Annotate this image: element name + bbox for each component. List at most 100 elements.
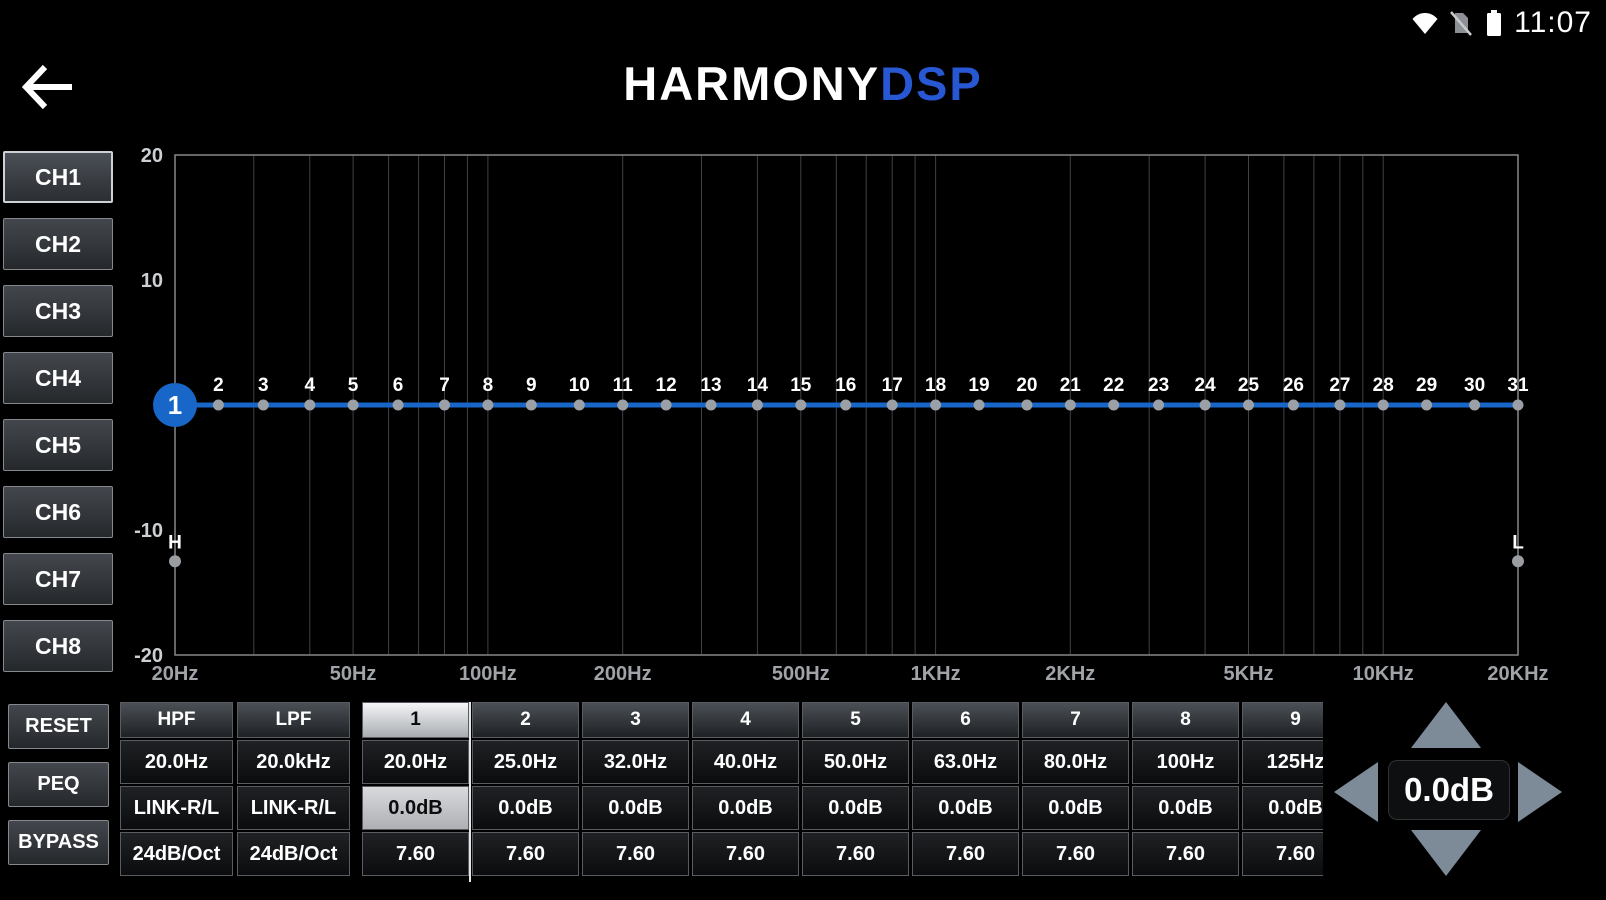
hpf-header[interactable]: HPF [120,702,233,738]
band-frequency-cell[interactable]: 100Hz [1132,740,1239,784]
band-number-cell[interactable]: 5 [802,702,909,738]
band-number-cell[interactable]: 3 [582,702,689,738]
band-frequency-cell[interactable]: 25.0Hz [472,740,579,784]
lpf-frequency-cell[interactable]: 20.0kHz [237,740,350,784]
back-button[interactable] [18,62,78,114]
eq-band-handle[interactable] [573,399,585,411]
eq-band-handle[interactable] [1153,399,1165,411]
eq-band-handle[interactable] [1334,399,1346,411]
band-q-cell[interactable]: 7.60 [692,832,799,876]
eq-band-handle[interactable] [212,399,224,411]
eq-band-handle[interactable] [304,399,316,411]
lpf-slope-cell[interactable]: 24dB/Oct [237,832,350,876]
band-gain-cell[interactable]: 0.0dB [1242,786,1323,830]
band-q-cell[interactable]: 7.60 [1022,832,1129,876]
eq-band-handle[interactable] [660,399,672,411]
band-frequency-cell[interactable]: 20.0Hz [362,740,469,784]
gain-left-arrow[interactable] [1334,762,1378,822]
band-frequency-cell[interactable]: 32.0Hz [582,740,689,784]
hpf-frequency-cell[interactable]: 20.0Hz [120,740,233,784]
band-q-cell[interactable]: 7.60 [802,832,909,876]
eq-band-handle[interactable] [1064,399,1076,411]
eq-band-handle[interactable] [1421,399,1433,411]
band-gain-cell[interactable]: 0.0dB [362,786,469,830]
band-number-cell[interactable]: 4 [692,702,799,738]
channel-button-ch7[interactable]: CH7 [3,553,113,605]
eq-band-handle[interactable] [930,399,942,411]
band-q-cell[interactable]: 7.60 [1242,832,1323,876]
x-axis-label: 1KHz [911,663,961,685]
band-frequency-cell[interactable]: 80.0Hz [1022,740,1129,784]
eq-band-handle[interactable] [482,399,494,411]
band-q-cell[interactable]: 7.60 [1132,832,1239,876]
band-frequency-cell[interactable]: 125Hz [1242,740,1323,784]
eq-band-handle[interactable] [392,399,404,411]
band-gain-cell[interactable]: 0.0dB [802,786,909,830]
band-number-cell[interactable]: 8 [1132,702,1239,738]
channel-button-ch5[interactable]: CH5 [3,419,113,471]
eq-band-handle[interactable] [1243,399,1254,411]
peq-button[interactable]: PEQ [8,762,109,807]
band-gain-cell[interactable]: 0.0dB [582,786,689,830]
hpf-slope-cell[interactable]: 24dB/Oct [120,832,233,876]
eq-band-handle[interactable] [1108,399,1120,411]
eq-band-handle[interactable] [1021,399,1033,411]
band-number-label: 7 [439,375,450,396]
eq-band-handle[interactable] [1287,399,1299,411]
hpf-link-cell[interactable]: LINK-R/L [120,786,233,830]
band-gain-cell[interactable]: 0.0dB [912,786,1019,830]
band-frequency-cell[interactable]: 40.0Hz [692,740,799,784]
band-q-cell[interactable]: 7.60 [582,832,689,876]
band-number-cell[interactable]: 2 [472,702,579,738]
band-number-cell[interactable]: 7 [1022,702,1129,738]
eq-band-handle[interactable] [257,399,269,411]
eq-band-handle-selected[interactable] [153,383,197,427]
reset-button[interactable]: RESET [8,704,109,749]
gain-up-arrow[interactable] [1411,702,1481,748]
band-frequency-cell[interactable]: 63.0Hz [912,740,1019,784]
channel-button-ch2[interactable]: CH2 [3,218,113,270]
channel-button-ch1[interactable]: CH1 [3,151,113,203]
eq-band-handle[interactable] [840,399,852,411]
hpf-marker[interactable] [169,555,181,568]
band-number-cell[interactable]: 9 [1242,702,1323,738]
channel-button-ch8[interactable]: CH8 [3,620,113,672]
eq-band-handle[interactable] [1377,399,1389,411]
channel-button-ch4[interactable]: CH4 [3,352,113,404]
bypass-button[interactable]: BYPASS [8,820,109,865]
gain-right-arrow[interactable] [1518,762,1562,822]
gain-down-arrow[interactable] [1411,830,1481,876]
battery-icon [1487,10,1502,36]
lpf-link-cell[interactable]: LINK-R/L [237,786,350,830]
band-q-cell[interactable]: 7.60 [472,832,579,876]
band-gain-cell[interactable]: 0.0dB [1132,786,1239,830]
eq-band-handle[interactable] [347,399,359,411]
band-gain-cell[interactable]: 0.0dB [472,786,579,830]
band-number-label: 30 [1464,375,1485,396]
band-q-cell[interactable]: 7.60 [362,832,469,876]
band-number-cell[interactable]: 6 [912,702,1019,738]
eq-band-handle[interactable] [1199,399,1211,411]
eq-band-handle[interactable] [1469,399,1481,411]
eq-band-handle[interactable] [617,399,629,411]
eq-band-handle[interactable] [886,399,898,411]
channel-button-ch6[interactable]: CH6 [3,486,113,538]
eq-band-handle[interactable] [439,399,450,411]
eq-band-handle[interactable] [973,399,985,411]
lpf-header[interactable]: LPF [237,702,350,738]
band-q-cell[interactable]: 7.60 [912,832,1019,876]
band-frequency-cell[interactable]: 50.0Hz [802,740,909,784]
lpf-marker[interactable] [1512,555,1524,568]
eq-band-column: 2 25.0Hz 0.0dB 7.60 [472,702,579,882]
eq-band-handle[interactable] [525,399,537,411]
eq-band-handle[interactable] [1512,399,1524,411]
eq-band-handle[interactable] [705,399,717,411]
band-number-cell[interactable]: 1 [362,702,469,738]
channel-button-ch3[interactable]: CH3 [3,285,113,337]
band-gain-cell[interactable]: 0.0dB [692,786,799,830]
band-number-label: 6 [393,375,404,396]
eq-band-handle[interactable] [795,399,807,411]
eq-band-handle[interactable] [751,399,763,411]
band-gain-cell[interactable]: 0.0dB [1022,786,1129,830]
